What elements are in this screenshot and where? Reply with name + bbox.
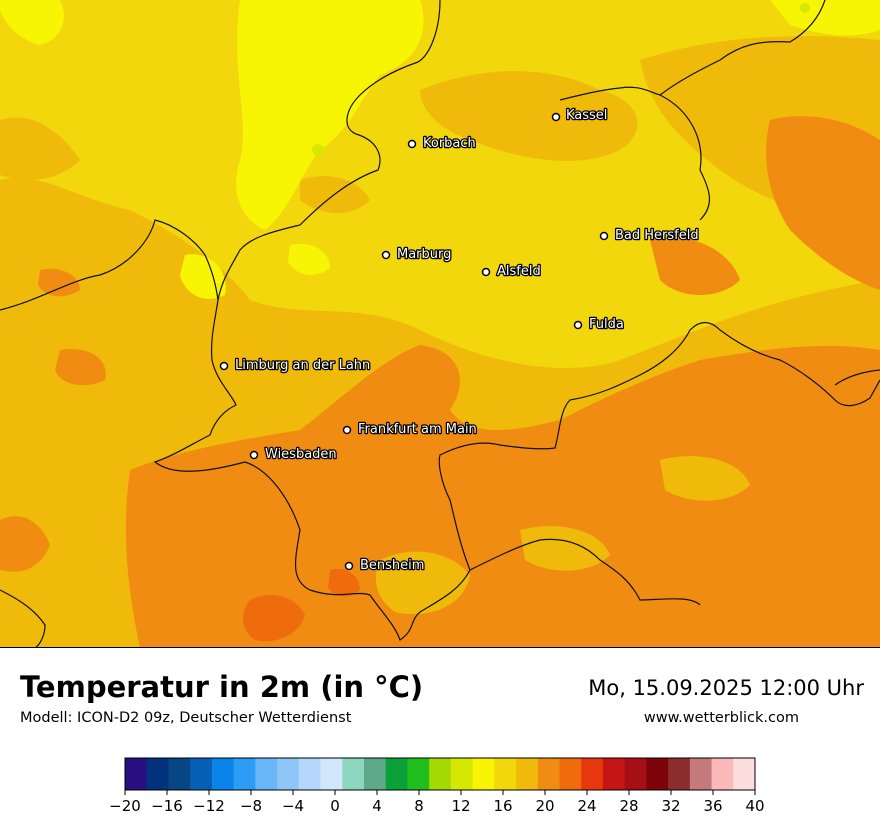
legend-swatch [516,758,539,790]
map-svg: Kassel Korbach Bad Hersfeld Marburg Alsf… [0,0,880,649]
west-border [0,219,219,311]
legend-tick-label: 28 [619,797,638,815]
legend-tick-label: 36 [703,797,722,815]
svg-text:Alsfeld: Alsfeld [497,264,541,279]
svg-text:Bensheim: Bensheim [360,558,424,573]
south-border-west [0,589,46,649]
legend-swatch [668,758,691,790]
svg-text:Frankfurt am Main: Frankfurt am Main [358,422,477,437]
city-wiesbaden: Wiesbaden [249,446,338,463]
hessen-border [153,0,880,641]
legend-swatch [125,758,148,790]
legend-tick-label: 16 [493,797,512,815]
legend-swatch [255,758,278,790]
legend-swatch [624,758,647,790]
bavaria-border [469,538,701,606]
legend-tick-label: 32 [661,797,680,815]
legend-frame [124,757,756,791]
legend-swatch [277,758,300,790]
legend-swatch [407,758,430,790]
legend-tick-label: −16 [151,797,183,815]
city-kassel: Kassel [551,107,609,124]
city-bensheim: Bensheim [344,557,426,574]
website-link[interactable]: www.wetterblick.com [643,710,799,726]
city-frankfurt: Frankfurt am Main [342,421,478,438]
legend-tick-label: −4 [282,797,304,815]
temp-zone-18-20-south [0,417,750,615]
city-korbach: Korbach [407,135,477,152]
city-alsfeld: Alsfeld [481,263,542,280]
legend-tick-label: 8 [414,797,424,815]
legend-ticks [124,790,756,795]
north-border [559,0,826,101]
legend-swatch [190,758,213,790]
svg-text:Marburg: Marburg [397,247,451,262]
temp-zone-12-14 [312,3,810,156]
legend-swatch [363,758,387,790]
legend-swatch [711,758,734,790]
svg-text:Bad Hersfeld: Bad Hersfeld [615,228,699,243]
legend-tick-label: 4 [372,797,382,815]
forecast-datetime: Mo, 15.09.2025 12:00 Uhr [588,676,864,700]
legend-swatch [602,758,626,790]
city-marburg: Marburg [381,246,453,263]
svg-text:Fulda: Fulda [589,317,624,332]
city-limburg: Limburg an der Lahn [219,357,372,374]
legend-swatch [733,758,756,790]
legend-tick-label: 0 [330,797,340,815]
legend-tick-label: 12 [451,797,470,815]
legend-swatch [429,758,452,790]
legend-swatch [559,758,582,790]
legend-tick-label: 40 [745,797,764,815]
city-markers: Kassel Korbach Bad Hersfeld Marburg Alsf… [219,107,700,574]
temp-zone-14-16 [0,0,880,299]
city-bad-hersfeld: Bad Hersfeld [599,227,700,244]
legend-swatch [494,758,517,790]
legend-tick-label: 24 [577,797,596,815]
color-legend: −20 −16 −12 −8 −4 0 4 8 12 16 20 24 28 32 36 40 [0,750,880,830]
legend-swatch [320,758,343,790]
legend-swatch [450,758,474,790]
legend-swatches [125,758,756,790]
legend-swatch [168,758,191,790]
legend-swatch [646,758,669,790]
east-border [659,94,710,221]
temperature-map: Kassel Korbach Bad Hersfeld Marburg Alsf… [0,0,880,649]
legend-swatch [342,758,365,790]
temp-zone-20-22 [0,116,880,648]
legend-tick-label: −8 [240,797,262,815]
city-fulda: Fulda [573,316,625,333]
model-info: Modell: ICON-D2 09z, Deutscher Wetterdie… [20,710,352,726]
legend-swatch [385,758,408,790]
legend-swatch [689,758,713,790]
legend-swatch [298,758,322,790]
map-title: Temperatur in 2m (in °C) [20,670,424,704]
east-border-2 [834,369,880,386]
legend-tick-label: −20 [109,797,141,815]
legend-swatch [581,758,604,790]
state-borders [0,0,880,649]
legend-tick-label: 20 [535,797,554,815]
legend-tick-label: −12 [193,797,225,815]
legend-svg: −20 −16 −12 −8 −4 0 4 8 12 16 20 24 28 32 36 40 [109,757,765,815]
legend-swatch [146,758,169,790]
svg-text:Wiesbaden: Wiesbaden [265,447,337,462]
svg-text:Limburg an der Lahn: Limburg an der Lahn [235,358,370,373]
legend-swatch [537,758,560,790]
svg-text:Korbach: Korbach [423,136,476,151]
legend-swatch [233,758,256,790]
svg-text:Kassel: Kassel [566,108,607,123]
legend-swatch [472,758,495,790]
temp-zone-22-24 [243,568,360,642]
legend-swatch [211,758,235,790]
legend-labels: −20 −16 −12 −8 −4 0 4 8 12 16 20 24 28 32 36 40 [109,797,764,815]
